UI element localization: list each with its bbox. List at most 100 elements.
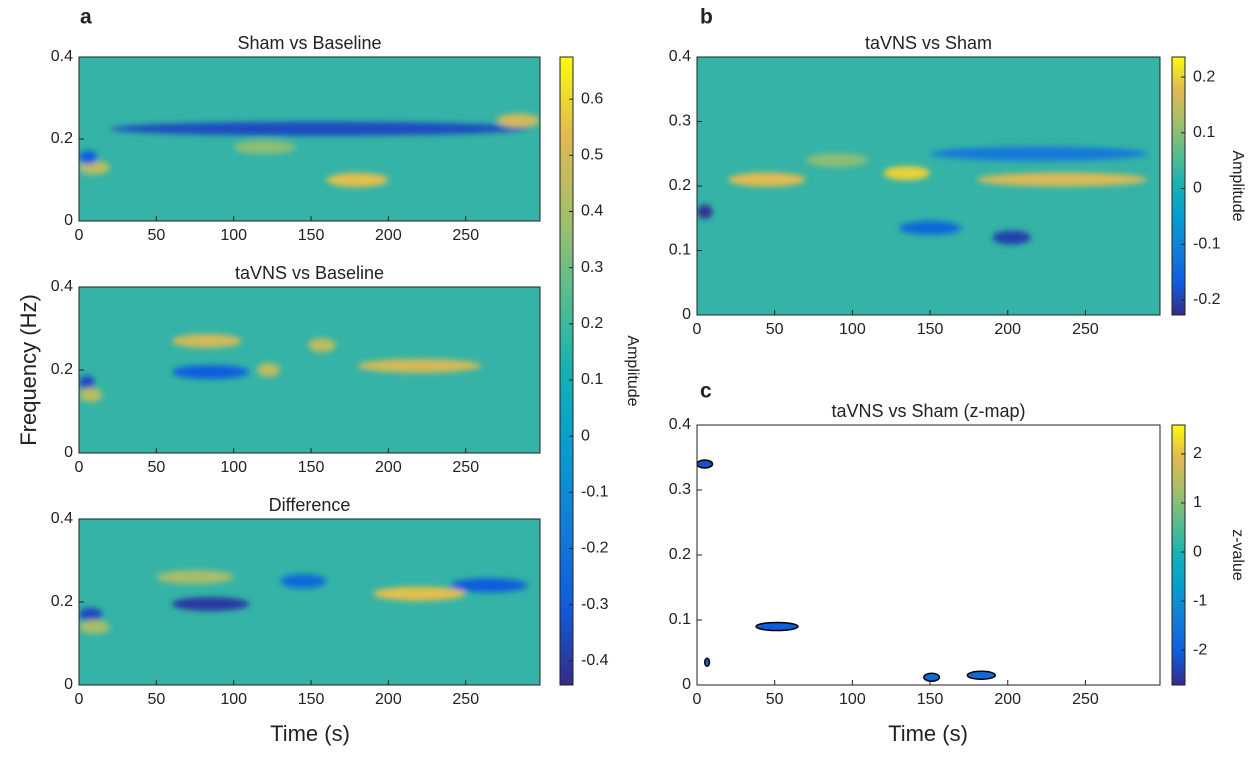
colorbar-tick-label: 2	[1193, 445, 1202, 462]
colorbar-tick-label: -0.2	[581, 540, 609, 557]
plot-background	[697, 425, 1160, 685]
y-tick-label: 0.1	[669, 242, 691, 259]
y-tick-label: 0.4	[669, 416, 691, 433]
y-tick-label: 0.2	[51, 361, 73, 378]
x-tick-label: 0	[75, 459, 84, 476]
colorbar-tick-label: -0.1	[1193, 235, 1221, 252]
heat-blob	[233, 140, 296, 155]
x-tick-label: 50	[147, 227, 165, 244]
x-tick-label: 250	[452, 691, 479, 708]
colorbar-tick-label: 0.2	[581, 315, 603, 332]
x-tick-label: 150	[917, 321, 944, 338]
x-tick-label: 150	[298, 459, 325, 476]
colorbar	[559, 56, 574, 686]
x-tick-label: 200	[994, 321, 1021, 338]
y-tick-label: 0.4	[51, 278, 73, 295]
x-tick-label: 50	[766, 321, 784, 338]
y-tick-label: 0	[64, 212, 73, 229]
blobs	[79, 570, 528, 634]
colorbar-tick-label: 0.6	[581, 90, 603, 107]
x-tick-label: 250	[1072, 321, 1099, 338]
colorbar-tick-label: 0.3	[581, 259, 603, 276]
heat-blob	[805, 153, 868, 168]
blobs	[697, 146, 1148, 245]
heat-blob	[992, 230, 1032, 245]
x-tick-label: 50	[766, 691, 784, 708]
heat-blob	[930, 146, 1148, 161]
colorbar-tick-label: 0	[1193, 543, 1202, 560]
colorbar-tick-label: -0.3	[581, 596, 609, 613]
x-tick-label: 0	[75, 691, 84, 708]
heat-blob	[496, 113, 540, 128]
heat-blob	[171, 365, 250, 380]
panel-title: Difference	[269, 495, 351, 515]
contour-region	[697, 459, 714, 469]
heat-blob	[280, 574, 327, 589]
x-tick-label: 0	[693, 691, 702, 708]
y-tick-label: 0.4	[51, 48, 73, 65]
y-tick-label: 0	[682, 306, 691, 323]
plot-area	[697, 459, 997, 682]
y-tick-label: 0.2	[669, 546, 691, 563]
panel-title: taVNS vs Sham (z-map)	[831, 401, 1025, 421]
y-tick-label: 0	[64, 676, 73, 693]
colorbar	[1171, 56, 1186, 316]
colorbar-tick-label: -0.2	[1193, 291, 1221, 308]
heat-blob	[697, 204, 713, 219]
colorbar-label: Amplitude	[1229, 150, 1246, 221]
x-axis-label: Time (s)	[888, 721, 968, 746]
x-tick-label: 250	[1072, 691, 1099, 708]
plot-background	[79, 57, 540, 221]
x-tick-label: 200	[375, 227, 402, 244]
contour-region	[704, 657, 711, 667]
colorbar-tick-label: 0.5	[581, 147, 603, 164]
y-tick-label: 0.4	[51, 510, 73, 527]
heat-blob	[79, 607, 103, 622]
heat-blob	[79, 375, 95, 390]
contour-region	[755, 621, 799, 632]
colorbar-tick-label: -1	[1193, 592, 1207, 609]
panel-letter: a	[80, 6, 92, 29]
colorbar-tick-label: -0.1	[581, 484, 609, 501]
colorbar-tick-label: 0.1	[1193, 124, 1215, 141]
x-tick-label: 100	[839, 321, 866, 338]
y-tick-label: 0.2	[51, 593, 73, 610]
plot-area	[79, 570, 528, 634]
y-tick-label: 0.2	[669, 177, 691, 194]
plot-area	[79, 333, 482, 402]
heat-blob	[326, 173, 389, 187]
x-tick-label: 250	[452, 459, 479, 476]
y-tick-label: 0.2	[51, 130, 73, 147]
colorbar-tick-label: 0	[581, 427, 590, 444]
y-tick-label: 0.3	[669, 481, 691, 498]
contour-region	[923, 672, 941, 682]
x-tick-label: 50	[147, 459, 165, 476]
blobs	[79, 333, 482, 402]
panel-title: taVNS vs Sham	[865, 33, 992, 53]
colorbar-tick-label: 0.1	[581, 371, 603, 388]
plot-background	[79, 287, 540, 453]
plot-background	[79, 519, 540, 685]
panel-letter: c	[700, 380, 712, 403]
x-tick-label: 100	[220, 227, 247, 244]
y-tick-label: 0.4	[669, 48, 691, 65]
heat-blob	[898, 220, 962, 235]
colorbar-tick-label: -2	[1193, 641, 1207, 658]
plot-area	[79, 113, 540, 187]
colorbar-tick-label: -0.4	[581, 652, 609, 669]
panel-letter: b	[700, 6, 713, 29]
x-tick-label: 0	[693, 321, 702, 338]
x-tick-label: 0	[75, 227, 84, 244]
y-tick-label: 0	[682, 676, 691, 693]
colorbar-tick-label: 0.4	[581, 203, 603, 220]
heat-blob	[171, 597, 250, 612]
x-tick-label: 50	[147, 691, 165, 708]
x-tick-label: 200	[994, 691, 1021, 708]
heat-blob	[156, 570, 234, 585]
x-tick-label: 100	[220, 459, 247, 476]
y-tick-label: 0	[64, 444, 73, 461]
x-tick-label: 250	[452, 227, 479, 244]
blobs	[79, 113, 540, 187]
